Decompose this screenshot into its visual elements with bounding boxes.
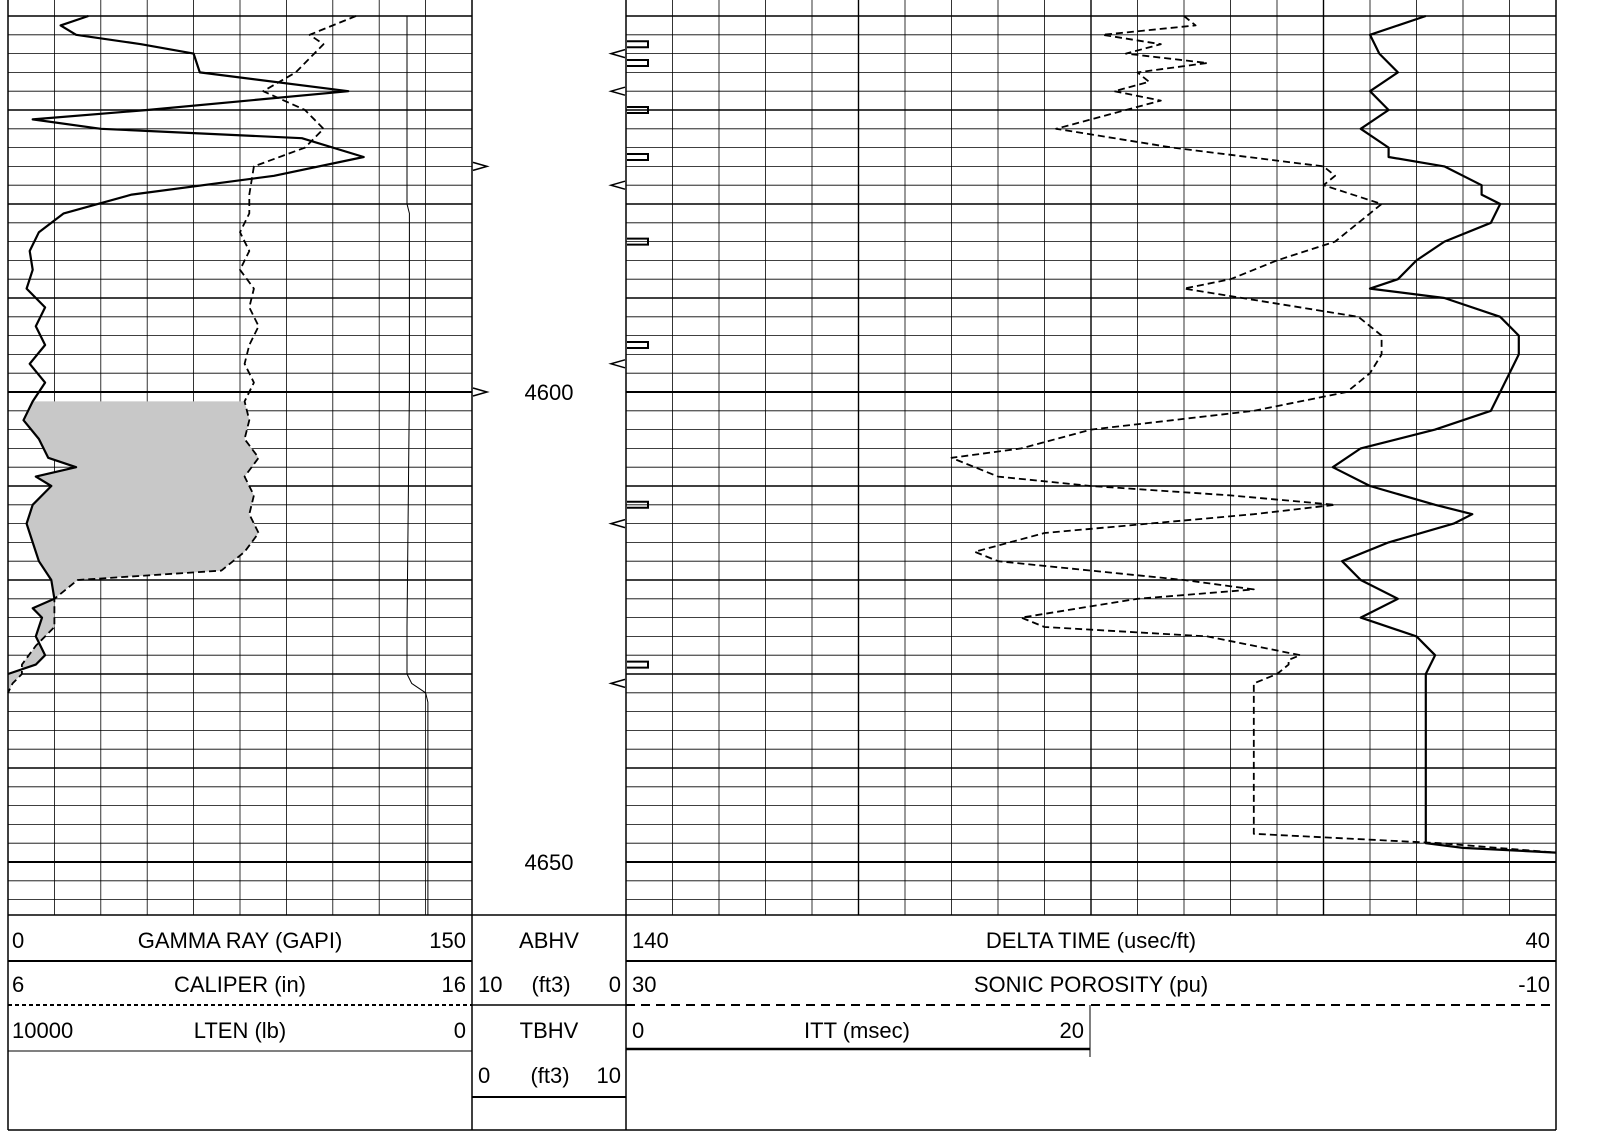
curves: [7, 14, 1557, 915]
track2-curve-delta: [1331, 14, 1557, 854]
dt-scale-min: 140: [632, 928, 669, 953]
tbhv-scale-right: 10: [597, 1063, 621, 1088]
tbhv-tick: [608, 359, 626, 369]
abhv-unit: (ft3): [531, 972, 570, 997]
lten-scale-min: 10000: [12, 1018, 73, 1043]
tbhv-tick: [608, 48, 626, 59]
tbhv-tick: [608, 180, 626, 190]
itt-scale-label: ITT (msec): [804, 1018, 910, 1043]
tbhv-scale-left: 0: [478, 1063, 490, 1088]
abhv-tick: [472, 161, 490, 172]
track1-curve-lten: [406, 16, 429, 915]
itt-tick: [627, 500, 649, 509]
tbhv-tick: [608, 86, 626, 96]
dt-scale-max: 40: [1526, 928, 1550, 953]
depth-label-4650: 4650: [525, 850, 574, 875]
gr-scale-label: GAMMA RAY (GAPI): [138, 928, 343, 953]
abhv-tick: [472, 387, 490, 397]
tbhv-tick: [608, 518, 626, 529]
itt-tick: [627, 40, 649, 49]
track2-grid: [626, 0, 1556, 915]
abhv-scale-left: 10: [478, 972, 502, 997]
track1-grid: [8, 0, 472, 915]
lten-scale-label: LTEN (lb): [194, 1018, 287, 1043]
abhv-label: ABHV: [519, 928, 579, 953]
tbhv-tick: [608, 678, 626, 689]
itt-scale-max: 20: [1060, 1018, 1084, 1043]
itt-tick: [627, 237, 649, 246]
caliper-scale-max: 16: [442, 972, 466, 997]
scale-header: 0 GAMMA RAY (GAPI) 150 6 CALIPER (in) 16…: [8, 914, 1556, 1098]
track1-curve-gamma: [7, 14, 365, 676]
track2-curve-sonic: [950, 15, 1557, 854]
caliper-scale-label: CALIPER (in): [174, 972, 306, 997]
track-borders: [7, 0, 1557, 1131]
lten-scale-max: 0: [454, 1018, 466, 1043]
sphi-scale-max: -10: [1518, 972, 1550, 997]
track1-curve-caliper: [7, 15, 357, 694]
sphi-scale-min: 30: [632, 972, 656, 997]
itt-scale-min: 0: [632, 1018, 644, 1043]
gr-caliper-shading: [8, 401, 259, 693]
gr-scale-max: 150: [429, 928, 466, 953]
dt-scale-label: DELTA TIME (usec/ft): [986, 928, 1196, 953]
abhv-scale-right: 0: [609, 972, 621, 997]
itt-tick: [627, 106, 649, 114]
itt-tick: [627, 660, 649, 669]
depth-label-4600: 4600: [525, 380, 574, 405]
tbhv-unit: (ft3): [530, 1063, 569, 1088]
sphi-scale-label: SONIC POROSITY (pu): [974, 972, 1208, 997]
itt-tick: [627, 59, 649, 67]
gr-scale-min: 0: [12, 928, 24, 953]
tbhv-label: TBHV: [520, 1018, 579, 1043]
itt-tick: [627, 341, 649, 349]
caliper-scale-min: 6: [12, 972, 24, 997]
volume-ticks: [472, 40, 649, 689]
itt-tick: [627, 153, 649, 161]
